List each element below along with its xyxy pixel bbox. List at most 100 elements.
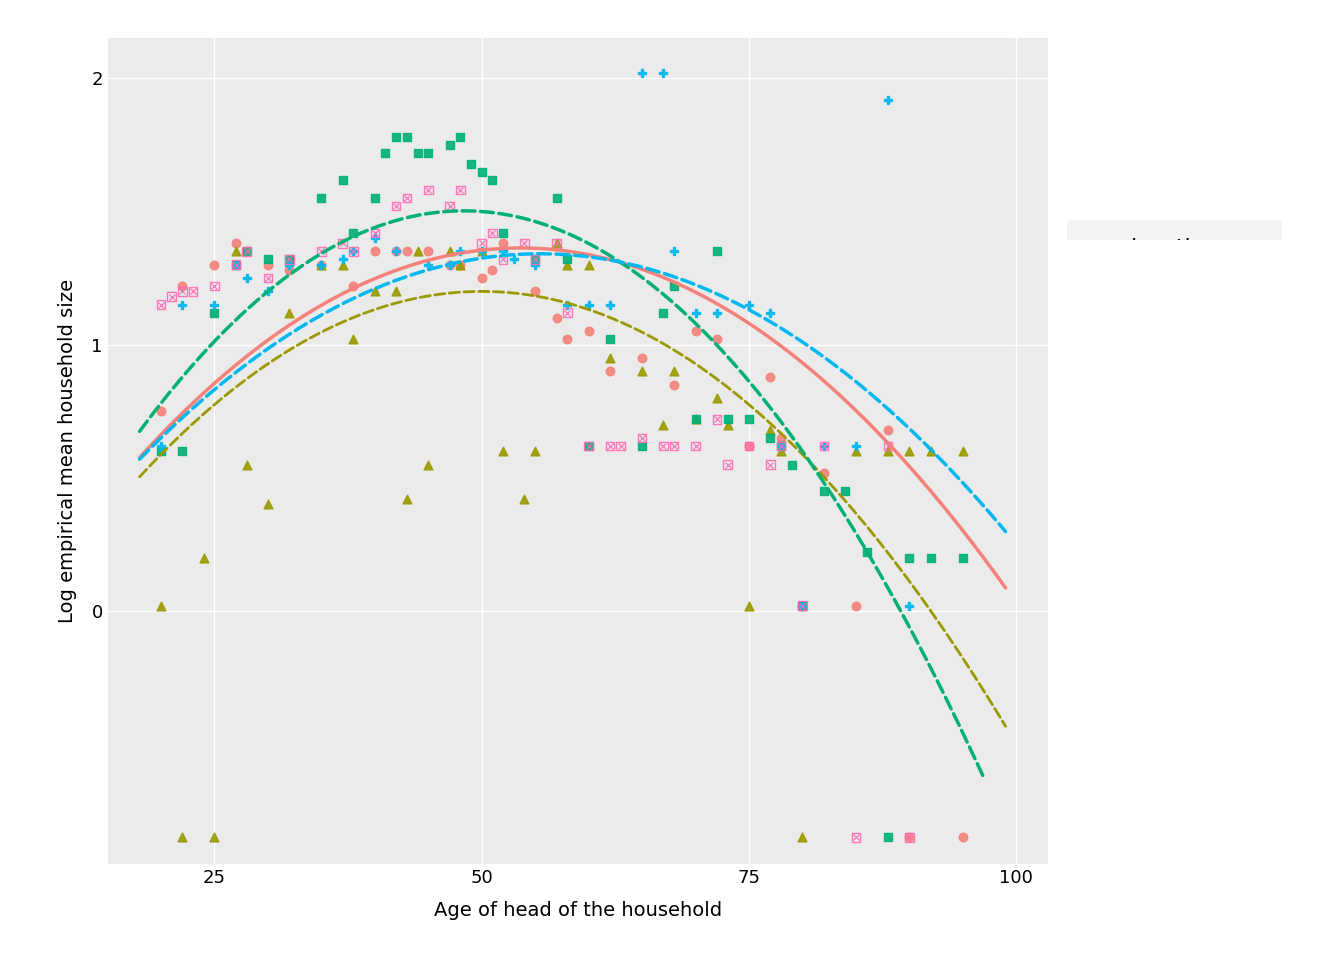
Point	[151, 403, 172, 419]
Point	[835, 484, 856, 499]
Point	[632, 65, 653, 81]
Point	[343, 331, 364, 347]
Point	[524, 257, 546, 273]
Point	[492, 444, 513, 459]
Point	[578, 438, 599, 453]
Point	[470, 236, 492, 252]
Point	[599, 350, 621, 366]
Point	[332, 257, 353, 273]
Point	[578, 438, 599, 453]
Point	[546, 236, 567, 252]
Point	[386, 130, 407, 145]
Point	[235, 244, 257, 259]
Point	[257, 271, 278, 286]
Point	[257, 257, 278, 273]
Point	[664, 244, 685, 259]
Point	[481, 172, 503, 187]
Point	[183, 284, 204, 300]
Point	[204, 257, 226, 273]
Point	[632, 350, 653, 366]
Point	[364, 226, 386, 241]
Point	[418, 182, 439, 198]
Point	[653, 438, 675, 453]
Point	[151, 297, 172, 312]
Point	[183, 284, 204, 300]
Point	[310, 257, 332, 273]
Point	[204, 297, 226, 312]
Point	[578, 324, 599, 339]
Point	[492, 252, 513, 267]
Point	[172, 284, 194, 300]
Point	[684, 412, 707, 427]
Point	[396, 244, 418, 259]
Point	[343, 278, 364, 294]
Point	[556, 257, 578, 273]
Point	[578, 257, 599, 273]
Point	[332, 236, 353, 252]
Point	[257, 496, 278, 512]
Point	[599, 438, 621, 453]
Point	[599, 438, 621, 453]
Point	[460, 156, 481, 171]
Point	[664, 377, 685, 393]
Point	[845, 438, 867, 453]
Point	[599, 331, 621, 347]
Point	[172, 444, 194, 459]
Point	[257, 271, 278, 286]
Point	[813, 465, 835, 480]
Point	[878, 444, 899, 459]
Point	[194, 550, 215, 565]
Point	[738, 598, 759, 613]
Point	[439, 257, 461, 273]
Point	[278, 257, 300, 273]
Point	[706, 244, 727, 259]
Point	[738, 438, 759, 453]
Point	[310, 244, 332, 259]
Point	[653, 305, 675, 321]
Point	[481, 226, 503, 241]
Point	[556, 297, 578, 312]
Point	[492, 226, 513, 241]
Point	[738, 438, 759, 453]
Point	[792, 598, 813, 613]
Point	[449, 257, 472, 273]
Point	[278, 252, 300, 267]
Point	[813, 484, 835, 499]
Point	[899, 550, 921, 565]
Point	[172, 278, 194, 294]
Point	[524, 252, 546, 267]
Point	[386, 199, 407, 214]
Point	[224, 257, 246, 273]
Point	[716, 412, 738, 427]
Point	[546, 310, 567, 325]
Point	[204, 305, 226, 321]
Point	[664, 438, 685, 453]
Point	[224, 244, 246, 259]
Point	[899, 829, 921, 845]
Point	[204, 278, 226, 294]
Point	[470, 244, 492, 259]
Point	[224, 257, 246, 273]
Point	[632, 364, 653, 379]
Point	[470, 271, 492, 286]
Point	[386, 199, 407, 214]
Point	[759, 457, 781, 472]
Point	[792, 829, 813, 845]
Point	[770, 438, 792, 453]
Point	[856, 544, 878, 560]
Point	[878, 438, 899, 453]
Legend: CentralLuzon, DavaoRegion, IlocosRegion, MetroManila, Visayas: CentralLuzon, DavaoRegion, IlocosRegion,…	[1067, 220, 1282, 466]
Point	[407, 145, 429, 160]
Point	[845, 598, 867, 613]
Point	[878, 829, 899, 845]
Point	[439, 244, 461, 259]
Point	[161, 289, 183, 304]
Point	[653, 65, 675, 81]
Point	[418, 244, 439, 259]
Point	[738, 297, 759, 312]
Point	[738, 412, 759, 427]
Point	[449, 182, 472, 198]
Point	[396, 190, 418, 205]
Point	[716, 457, 738, 472]
Point	[524, 444, 546, 459]
